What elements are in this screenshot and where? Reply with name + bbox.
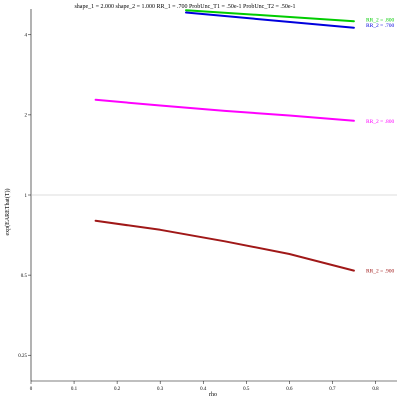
- series-line: [185, 11, 355, 29]
- series-line: [94, 98, 355, 122]
- plot-area: 0 0.1 0.2 0.3 0.4 0.5 0.6 0.7 0.8 0.25 0.5 1 2 4 RR_2 …: [18, 9, 397, 392]
- x-tick-label: 0.3: [157, 387, 164, 392]
- y-tick-label: 4: [25, 34, 28, 39]
- y-tick-label: 0.25: [18, 354, 27, 359]
- series-line: [94, 219, 355, 272]
- series-label: RR_2 = .800: [366, 119, 395, 125]
- x-tick-label: 0.8: [372, 387, 379, 392]
- series-label: RR_2 = .700: [366, 23, 395, 29]
- x-tick-label: 0.5: [243, 387, 250, 392]
- y-axis-title: exp(EAREThat(T)): [4, 189, 11, 236]
- x-tick-label: 0.7: [329, 387, 336, 392]
- series-line: [185, 9, 355, 23]
- chart-title: shape_1 = 2.000 shape_2 = 1.000 RR_1 = .…: [74, 4, 295, 10]
- x-axis-title: rho: [209, 392, 217, 398]
- y-tick-label: 2: [25, 114, 28, 119]
- series-label: RR_2 = .900: [366, 269, 395, 275]
- x-tick-label: 0.1: [71, 387, 78, 392]
- series-label: RR_2 = .800: [366, 18, 395, 24]
- x-tick-label: 0.6: [286, 387, 293, 392]
- y-tick-label: 1: [25, 194, 28, 199]
- y-tick-label: 0.5: [21, 274, 28, 279]
- x-tick-label: 0.2: [114, 387, 121, 392]
- x-tick-label: 0: [30, 387, 33, 392]
- x-tick-label: 0.4: [200, 387, 207, 392]
